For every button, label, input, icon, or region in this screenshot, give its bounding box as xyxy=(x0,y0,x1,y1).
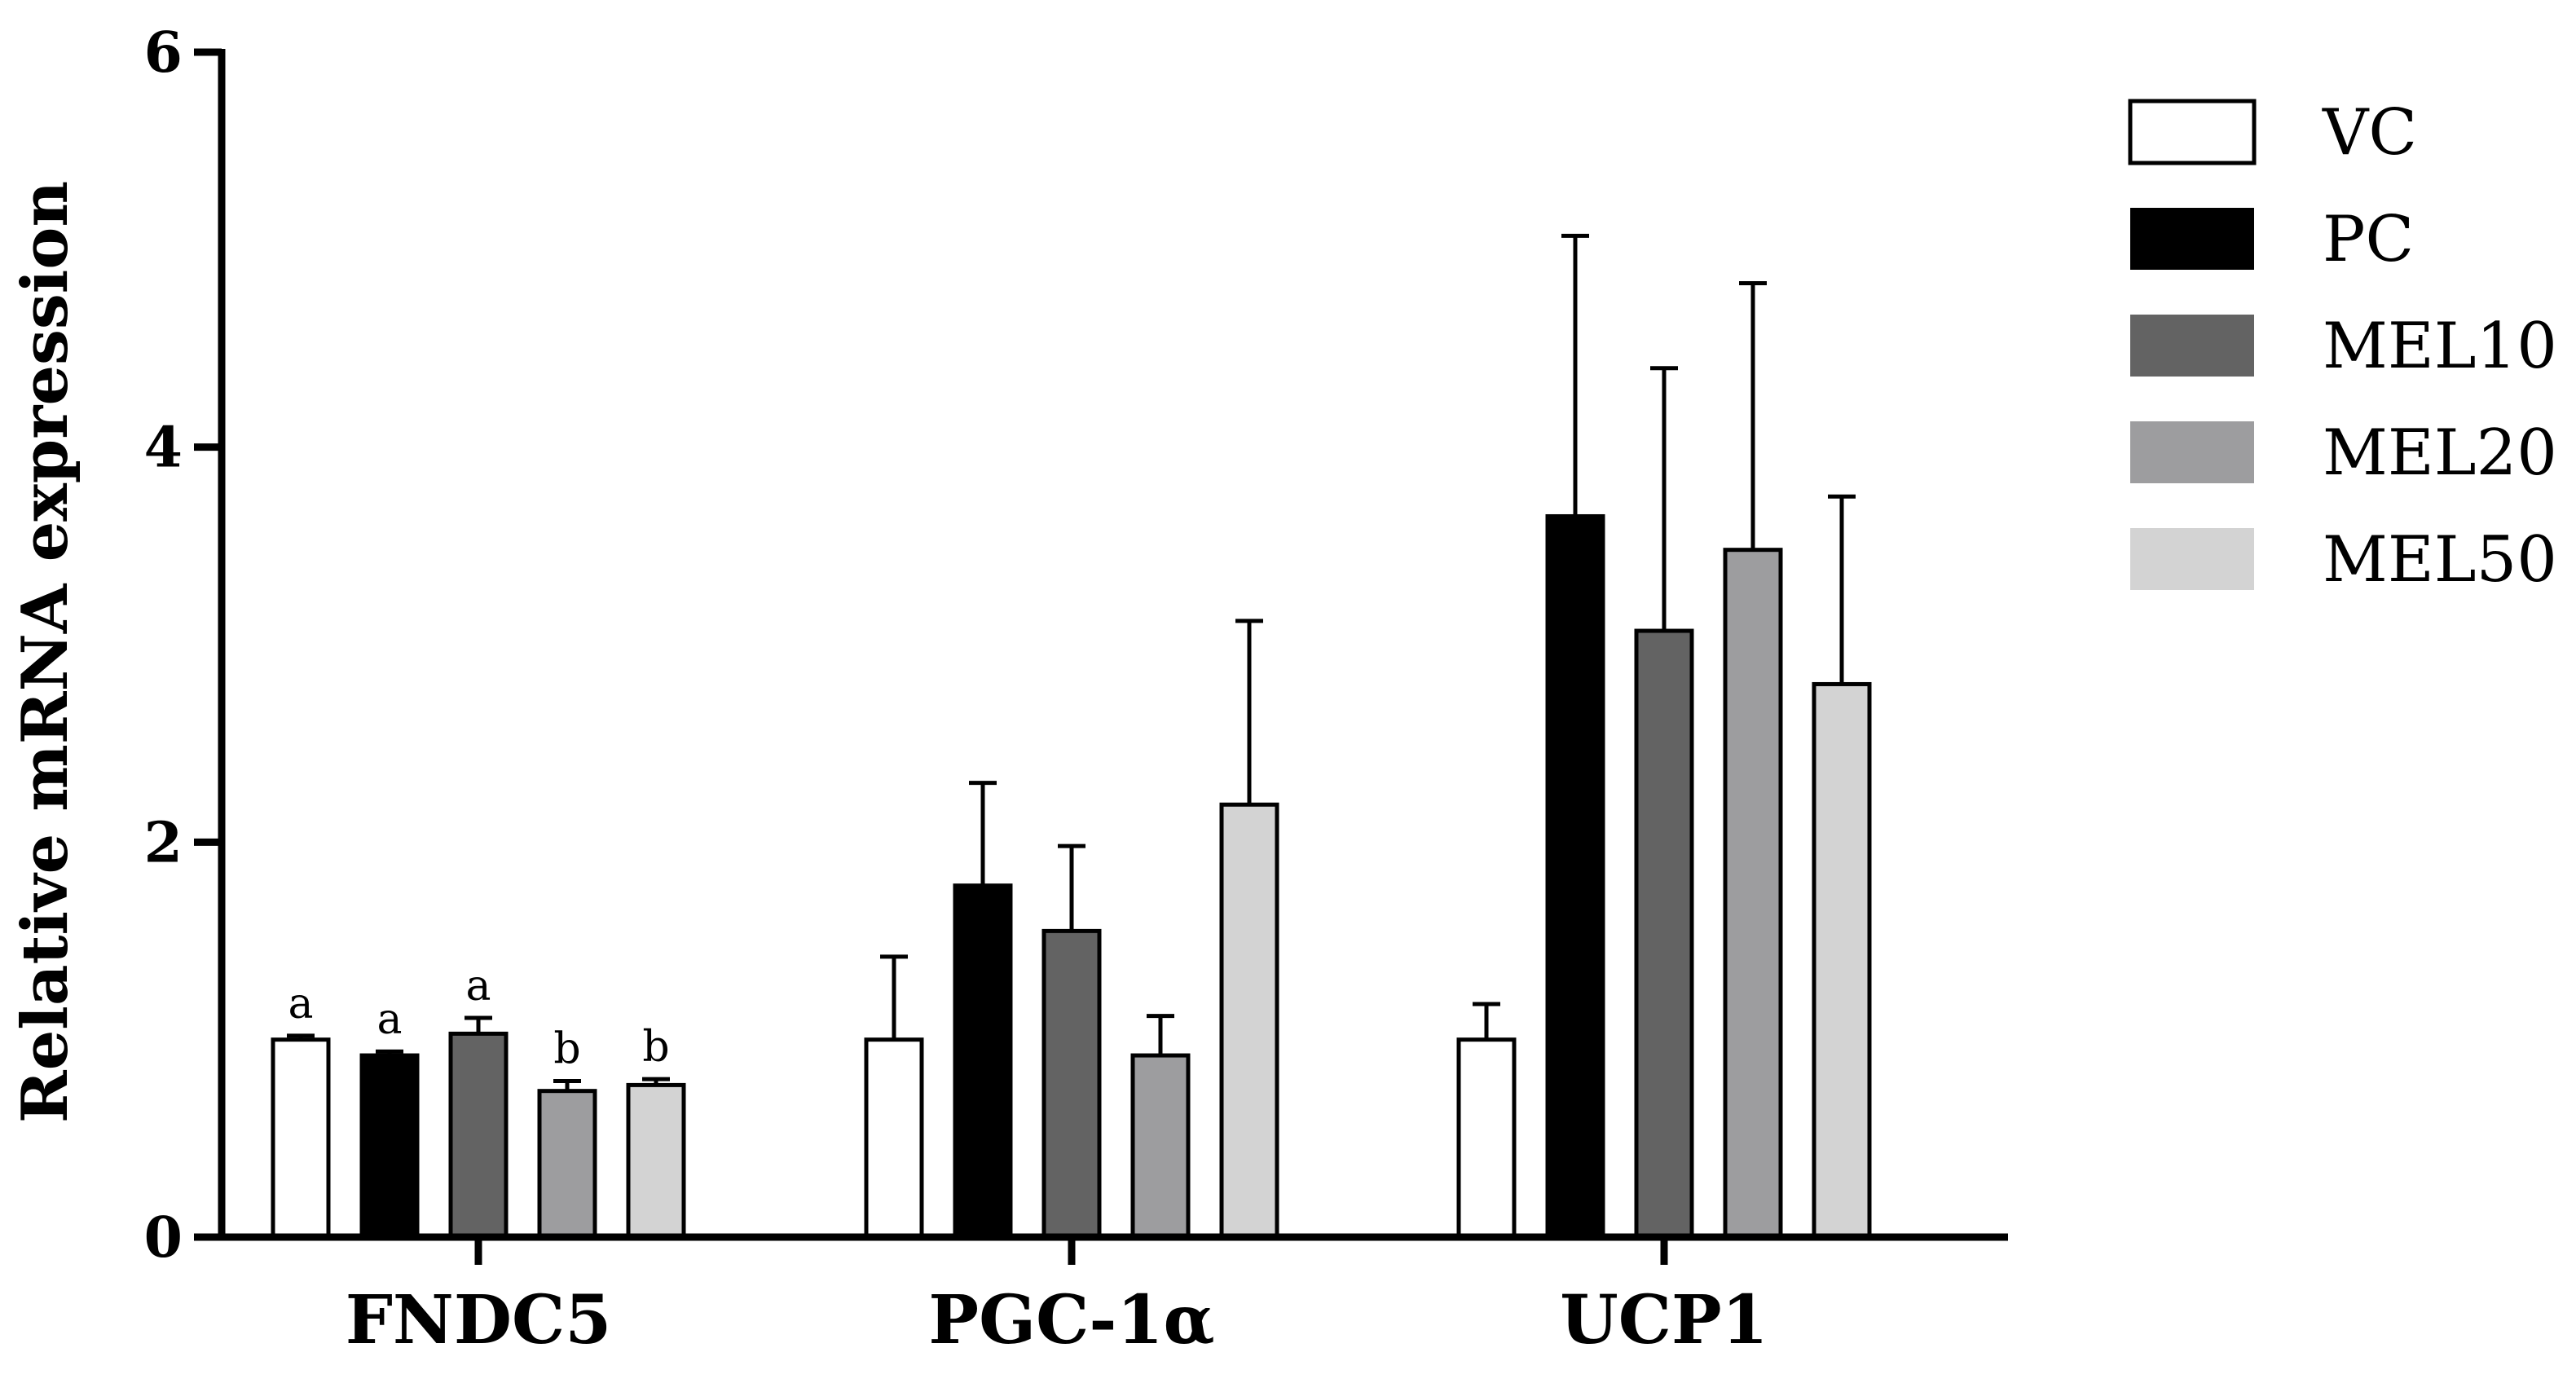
significance-label: a xyxy=(465,962,491,1011)
significance-label: b xyxy=(553,1025,580,1074)
y-axis-title: Relative mRNA expression xyxy=(8,181,82,1123)
x-tick-label: FNDC5 xyxy=(346,1281,612,1359)
legend: VC PC MEL10 MEL20 MEL50 xyxy=(2128,96,2557,597)
legend-swatch xyxy=(2128,99,2257,165)
y-tick-label: 2 xyxy=(144,810,183,875)
legend-swatch xyxy=(2130,528,2254,590)
legend-label: MEL20 xyxy=(2323,416,2557,490)
bar-mel10-0 xyxy=(448,1031,509,1240)
bar-mel50-1 xyxy=(1219,802,1279,1240)
y-tick-label: 0 xyxy=(144,1205,183,1271)
bar-mel50-0 xyxy=(626,1082,686,1240)
bar-mel20-1 xyxy=(1130,1053,1191,1240)
significance-label: a xyxy=(376,995,402,1044)
x-tick-label: PGC-1α xyxy=(928,1281,1214,1359)
bar-vc-1 xyxy=(864,1037,924,1240)
bar-vc-2 xyxy=(1456,1037,1517,1240)
significance-label: b xyxy=(642,1023,669,1072)
x-tick-label: UCP1 xyxy=(1560,1281,1768,1359)
bar-vc-0 xyxy=(271,1037,331,1240)
legend-swatch xyxy=(2130,315,2254,377)
legend-swatch xyxy=(2130,421,2254,483)
bar-mel20-2 xyxy=(1723,548,1783,1240)
axes-layer xyxy=(194,49,2008,1241)
bars-layer: a a a b b xyxy=(271,233,1872,1240)
legend-label: MEL10 xyxy=(2323,310,2557,383)
bar-mel50-2 xyxy=(1812,681,1872,1240)
legend-label: VC xyxy=(2322,96,2417,170)
bar-pc-2 xyxy=(1545,513,1605,1240)
bar-mel10-2 xyxy=(1634,628,1694,1240)
significance-label: a xyxy=(288,980,313,1028)
bar-mel20-0 xyxy=(537,1089,597,1240)
ticks-layer: 0 2 4 6 FNDC5 PGC-1α UCP1 xyxy=(144,20,1768,1359)
bar-pc-1 xyxy=(953,883,1013,1240)
legend-label: PC xyxy=(2323,203,2414,276)
legend-swatch xyxy=(2130,208,2254,270)
bar-mel10-1 xyxy=(1041,928,1102,1240)
legend-label: MEL50 xyxy=(2323,523,2557,597)
y-tick-label: 6 xyxy=(144,20,183,86)
y-tick-label: 4 xyxy=(144,416,183,481)
bar-pc-0 xyxy=(359,1053,420,1240)
